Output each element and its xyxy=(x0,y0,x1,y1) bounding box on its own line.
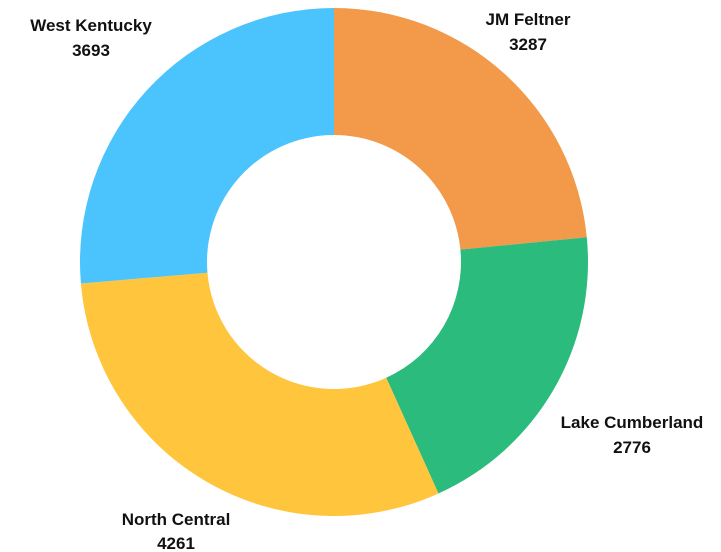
slice-label-value-0: 3287 xyxy=(509,35,547,54)
slice-label-value-2: 4261 xyxy=(157,534,195,552)
slice-jm-feltner xyxy=(334,8,587,250)
slice-label-name-1: Lake Cumberland xyxy=(561,413,704,432)
slice-label-name-0: JM Feltner xyxy=(485,10,570,29)
slices-group xyxy=(80,8,588,516)
slice-lake-cumberland xyxy=(386,237,588,494)
slice-west-kentucky xyxy=(80,8,334,284)
labels-group: JM Feltner 3287 Lake Cumberland 2776 Nor… xyxy=(30,10,703,552)
slice-label-name-2: North Central xyxy=(122,510,231,529)
slice-north-central xyxy=(80,272,439,516)
slice-label-value-3: 3693 xyxy=(72,41,110,60)
slice-label-name-3: West Kentucky xyxy=(30,16,152,35)
slice-label-value-1: 2776 xyxy=(613,438,651,457)
